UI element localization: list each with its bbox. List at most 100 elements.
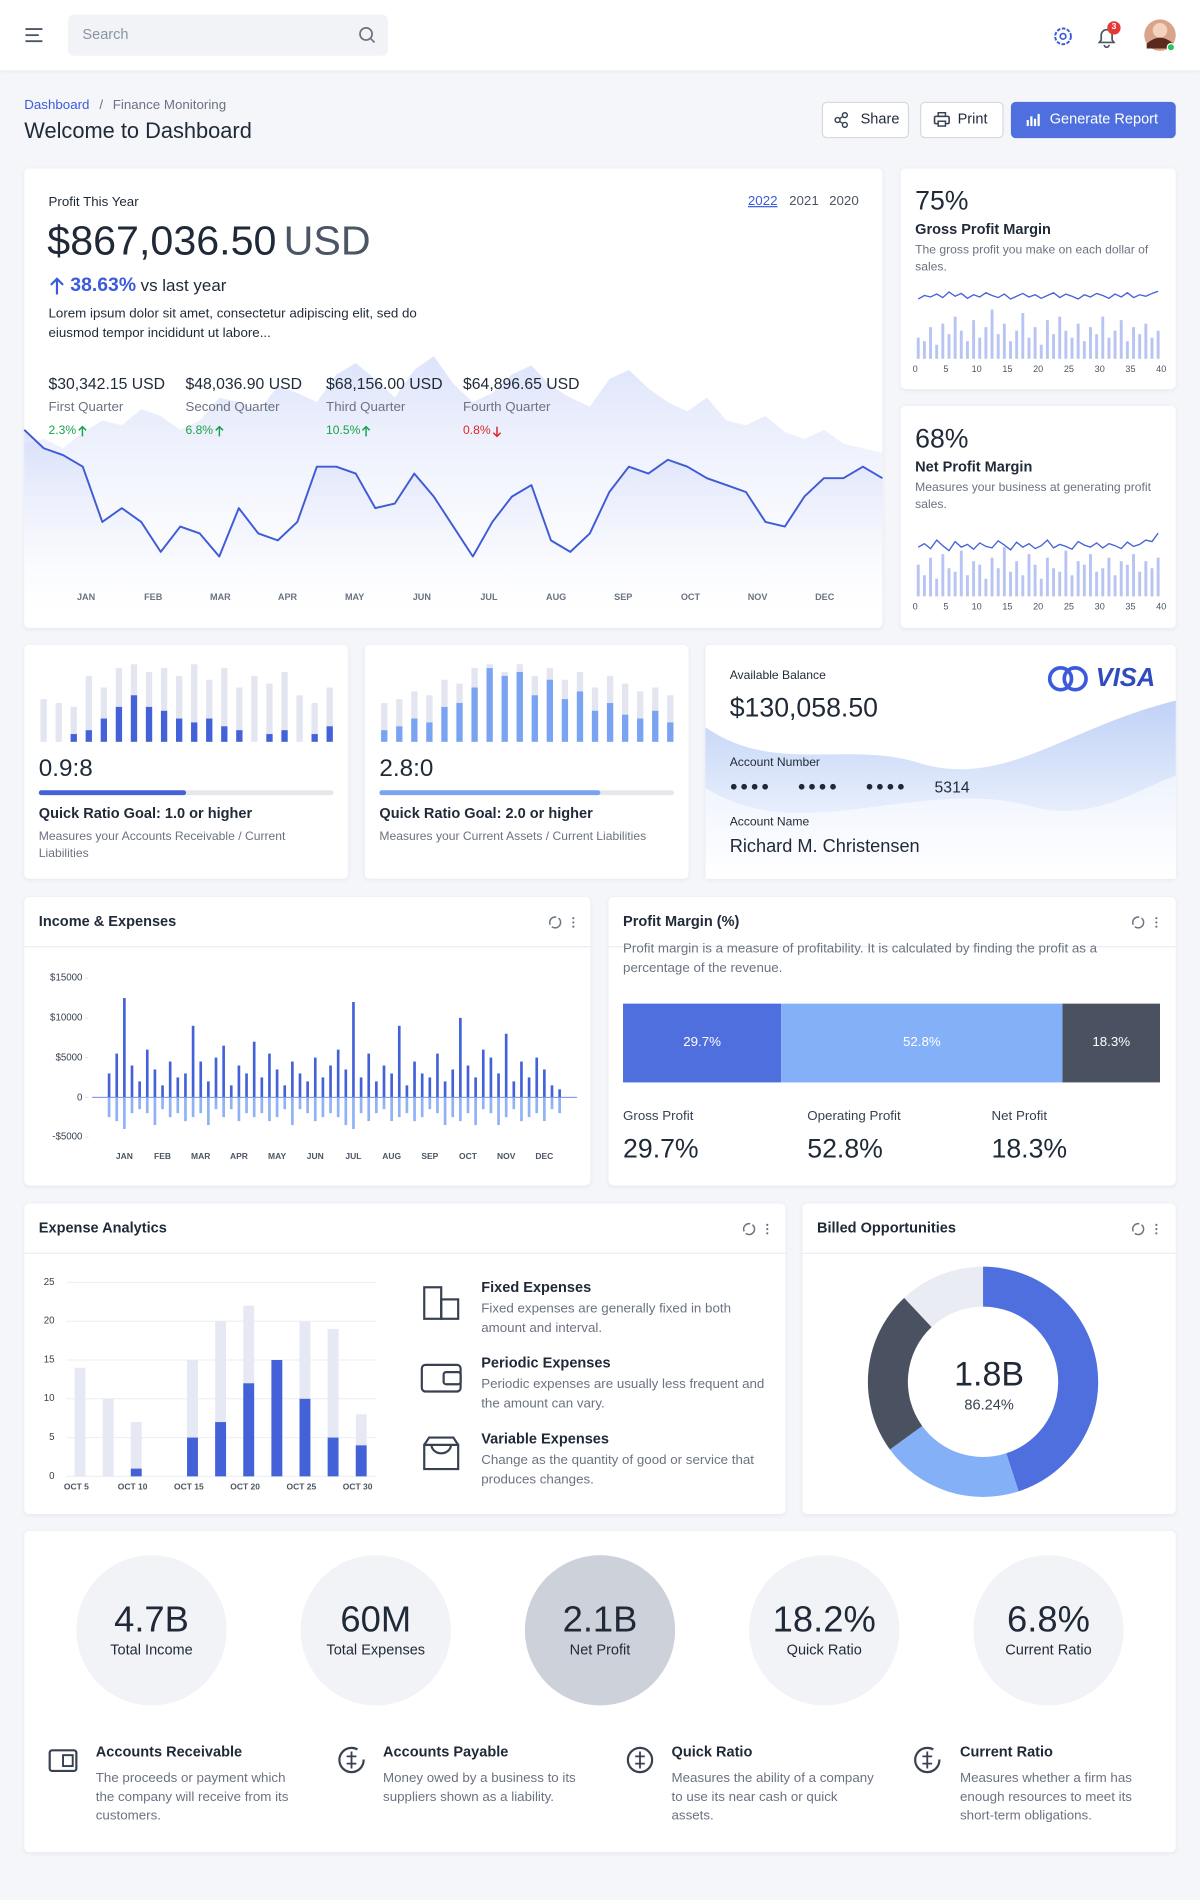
more-icon [572, 925, 575, 928]
quarter-value: $68,156.00 USD [326, 374, 443, 393]
quarter-change: 10.5% [326, 424, 361, 438]
x-tick-label: 20 [1033, 600, 1044, 612]
search-box[interactable] [67, 14, 388, 56]
item-description: The proceeds or payment which the compan… [95, 1771, 289, 1824]
x-tick-label: 30 [1094, 363, 1105, 375]
bar [311, 734, 318, 742]
quarter-name: Third Quarter [326, 400, 406, 415]
bar [497, 1073, 500, 1098]
bar [953, 316, 957, 359]
quarter-change: 6.8% [185, 424, 214, 438]
bar [1009, 571, 1012, 597]
bar [283, 1097, 287, 1110]
bar [160, 710, 168, 742]
bar [1052, 568, 1056, 597]
bar [1033, 564, 1037, 597]
expense-description: Fixed expenses are generally fixed in bo… [481, 1302, 732, 1336]
breadcrumb-link[interactable]: Dashboard [24, 98, 90, 113]
bar [260, 1097, 264, 1114]
stat-circle [524, 1555, 676, 1706]
bar [298, 1073, 302, 1098]
profit-amount: $867,036.50 [47, 217, 277, 264]
card [900, 168, 1176, 390]
bar [145, 706, 153, 742]
x-tick-label: MAY [268, 1152, 287, 1162]
bar [252, 1097, 256, 1118]
bar [922, 341, 926, 359]
profit-currency: USD [283, 217, 371, 264]
bar [299, 1398, 311, 1477]
more-icon [1155, 1227, 1158, 1231]
button-label[interactable]: Print [957, 110, 988, 128]
bar [199, 1061, 203, 1098]
more-icon [1155, 917, 1158, 920]
button-label[interactable]: Share [860, 110, 900, 128]
bar [1113, 330, 1117, 359]
bar [1045, 557, 1049, 597]
x-tick-label: SEP [614, 591, 633, 603]
x-tick-label: MAR [209, 591, 231, 603]
profit-change: 38.63% [70, 274, 137, 296]
bar [306, 1097, 309, 1114]
stat-label: Total Income [110, 1641, 193, 1659]
margin-value: 68% [915, 422, 969, 454]
bar [941, 323, 945, 359]
bar [313, 1057, 317, 1098]
bar [184, 1097, 187, 1122]
item-description: Money owed by a business to its supplier… [383, 1771, 576, 1805]
item-icon [922, 1751, 933, 1769]
bar [1138, 334, 1142, 359]
share-icon [841, 121, 848, 128]
expense-title: Variable Expenses [481, 1430, 609, 1448]
bar [327, 1328, 339, 1477]
print-button[interactable] [919, 101, 1004, 139]
year-tab[interactable]: 2022 [747, 194, 778, 209]
bar [941, 554, 945, 597]
bar [953, 571, 957, 597]
report-icon [1037, 113, 1040, 127]
bar [74, 1367, 86, 1477]
bar [268, 1097, 271, 1122]
bar [1039, 578, 1043, 597]
stat-circle [76, 1555, 227, 1706]
bar [199, 1097, 203, 1114]
x-tick-label: 30 [1094, 600, 1105, 612]
x-tick-label: 25 [1063, 600, 1074, 612]
bar [459, 1017, 462, 1098]
year-tab[interactable]: 2020 [829, 194, 859, 209]
card-brand: VISA [1095, 664, 1156, 693]
bar [326, 726, 333, 742]
item-title: Accounts Receivable [95, 1743, 243, 1761]
bar [344, 1097, 348, 1126]
bar [520, 1061, 523, 1098]
bar [191, 1097, 195, 1118]
bar [236, 730, 243, 742]
bar [175, 675, 183, 742]
expense-icon [442, 1371, 462, 1386]
x-tick-label: NOV [496, 1152, 516, 1162]
margin-title: Net Profit Margin [915, 458, 1033, 476]
bar [40, 699, 47, 742]
bar [1107, 557, 1111, 597]
margin-description: The gross profit you make on each dollar… [915, 243, 1149, 275]
bar [222, 1097, 225, 1118]
button-label[interactable]: Generate Report [1049, 110, 1159, 128]
bar [474, 1077, 477, 1098]
stat-value: 6.8% [1007, 1599, 1090, 1640]
year-tab[interactable]: 2021 [789, 194, 819, 209]
more-icon [1155, 925, 1158, 928]
x-tick-label: APR [229, 1152, 248, 1162]
trend-arrow [78, 425, 87, 437]
bar [145, 1049, 149, 1098]
metric-label: Gross Profit [623, 1109, 694, 1124]
bar [1150, 568, 1154, 597]
bar [381, 703, 388, 742]
x-tick-label: 25 [1063, 363, 1074, 375]
card-title: Income & Expenses [38, 913, 177, 931]
bar [984, 578, 988, 597]
y-tick-label: $10000 [50, 1012, 83, 1024]
expense-title: Fixed Expenses [481, 1279, 592, 1297]
share-button[interactable] [821, 101, 910, 139]
